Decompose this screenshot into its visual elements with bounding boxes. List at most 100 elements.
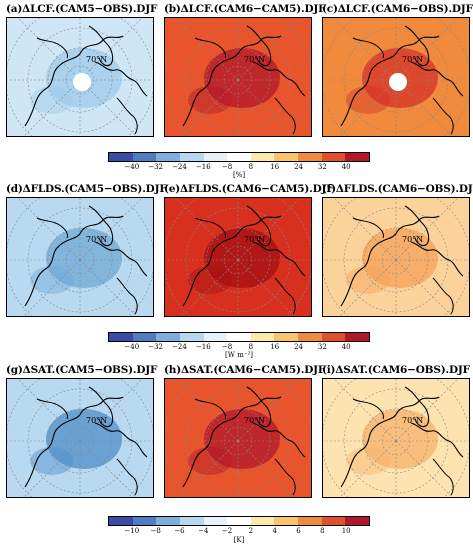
meridian-line [237, 379, 301, 442]
map-panel-i: 70°N [322, 378, 470, 498]
colorbar-segment [227, 153, 251, 161]
anomaly-core [362, 409, 438, 469]
colorbar-segment [227, 517, 251, 525]
colorbar-unit-3: [K] [233, 536, 245, 544]
polar-map: 70°N [7, 18, 153, 136]
coastline [182, 396, 282, 488]
colorbar-segment [179, 153, 204, 161]
coastline [116, 277, 138, 315]
coastline [116, 458, 138, 496]
polar-map: 70°N [165, 18, 311, 136]
coastline [194, 217, 226, 239]
map-panel-c: 70°N [322, 17, 470, 137]
meridian-line [395, 18, 459, 81]
polar-map: 70°N [7, 379, 153, 497]
panel-title-e: (e)ΔFLDS.(CAM6−CAM5).DJF [164, 183, 334, 195]
latitude-label-70n: 70°N [244, 416, 265, 425]
polar-map: 70°N [7, 198, 153, 316]
meridian-line [79, 79, 137, 136]
colorbar-tick-label: 8 [248, 343, 254, 351]
colorbar-tick-label: −16 [195, 163, 211, 171]
meridian-line [339, 79, 397, 136]
coastline [352, 217, 384, 239]
coastline [182, 35, 282, 127]
colorbar-segment [321, 153, 346, 161]
colorbar-tick-label: −24 [172, 163, 187, 171]
colorbar-segment [156, 517, 180, 525]
colorbar-tick-label: −24 [172, 343, 187, 351]
colorbar-segment [109, 517, 133, 525]
panel-title-h: (h)ΔSAT.(CAM6−CAM5).DJF [164, 364, 326, 376]
meridian-line [339, 259, 397, 316]
map-panel-d: 70°N [6, 197, 154, 317]
meridian-line [23, 259, 81, 316]
meridian-line [333, 198, 397, 261]
colorbar-segment [203, 517, 228, 525]
polar-map: 70°N [165, 379, 311, 497]
colorbar-tick-label: 16 [270, 343, 280, 351]
panel-title-f: (f)ΔFLDS.(CAM6−OBS).DJF [322, 183, 473, 195]
colorbar-tick-label: 4 [272, 527, 277, 535]
colorbar-tick-label: −8 [150, 527, 161, 535]
meridian-line [339, 440, 397, 497]
colorbar-tick-label: −10 [124, 527, 140, 535]
colorbar-tick-label: 16 [270, 163, 280, 171]
colorbar-tick-label: −40 [124, 343, 140, 351]
colorbar-segment [156, 333, 180, 341]
coastline [94, 241, 148, 277]
meridian-line [395, 259, 453, 316]
pole-mask [73, 73, 91, 91]
meridian-line [79, 18, 143, 81]
coastline [252, 241, 306, 277]
greenland-outline [88, 386, 114, 428]
meridian-line [79, 379, 143, 442]
coastline [252, 61, 306, 97]
meridian-line [395, 79, 453, 136]
coastline [36, 217, 68, 239]
map-panel-a: 70°N [6, 17, 154, 137]
coastline [410, 422, 464, 458]
colorbar-segment [321, 333, 346, 341]
meridian-line [237, 440, 295, 497]
polar-map: 70°N [323, 198, 469, 316]
colorbar-segment [109, 333, 133, 341]
panel-title-g: (g)ΔSAT.(CAM5−OBS).DJF [6, 364, 158, 376]
meridian-line [395, 198, 459, 261]
colorbar-tick-label: −6 [174, 527, 185, 535]
colorbar-segment [274, 153, 299, 161]
anomaly-core [204, 409, 280, 469]
coastline [432, 277, 454, 315]
colorbar-tick-label: 24 [294, 163, 303, 171]
colorbar-tick-label: −16 [195, 343, 211, 351]
colorbar-tick-label: 2 [248, 527, 254, 535]
greenland-outline [88, 25, 114, 67]
colorbar-segment [298, 333, 322, 341]
polar-map: 70°N [165, 198, 311, 316]
meridian-line [175, 18, 239, 81]
coastline [194, 398, 226, 420]
colorbar-tick-label: 6 [296, 527, 301, 535]
colorbar-segment [345, 517, 370, 525]
greenland-outline [404, 25, 430, 67]
coastline [24, 215, 124, 307]
greenland-outline [246, 25, 272, 67]
polar-map: 70°N [323, 18, 469, 136]
colorbar-segment [298, 153, 322, 161]
colorbar-segment [132, 333, 157, 341]
colorbar-segment [203, 153, 228, 161]
meridian-line [181, 259, 239, 316]
coastline [116, 97, 138, 135]
colorbar-tick-label: −32 [148, 343, 164, 351]
colorbar-tick-label: 32 [317, 163, 327, 171]
meridian-line [333, 18, 397, 81]
panel-title-a: (a)ΔLCF.(CAM5−OBS).DJF [6, 3, 158, 15]
colorbar-segment [250, 333, 275, 341]
latitude-label-70n: 70°N [402, 416, 423, 425]
coastline [94, 61, 148, 97]
coastline [274, 97, 296, 135]
latitude-label-70n: 70°N [244, 235, 265, 244]
colorbar-segment [345, 333, 370, 341]
colorbar-2 [108, 332, 370, 342]
colorbar-segment [132, 153, 157, 161]
coastline [36, 37, 68, 59]
